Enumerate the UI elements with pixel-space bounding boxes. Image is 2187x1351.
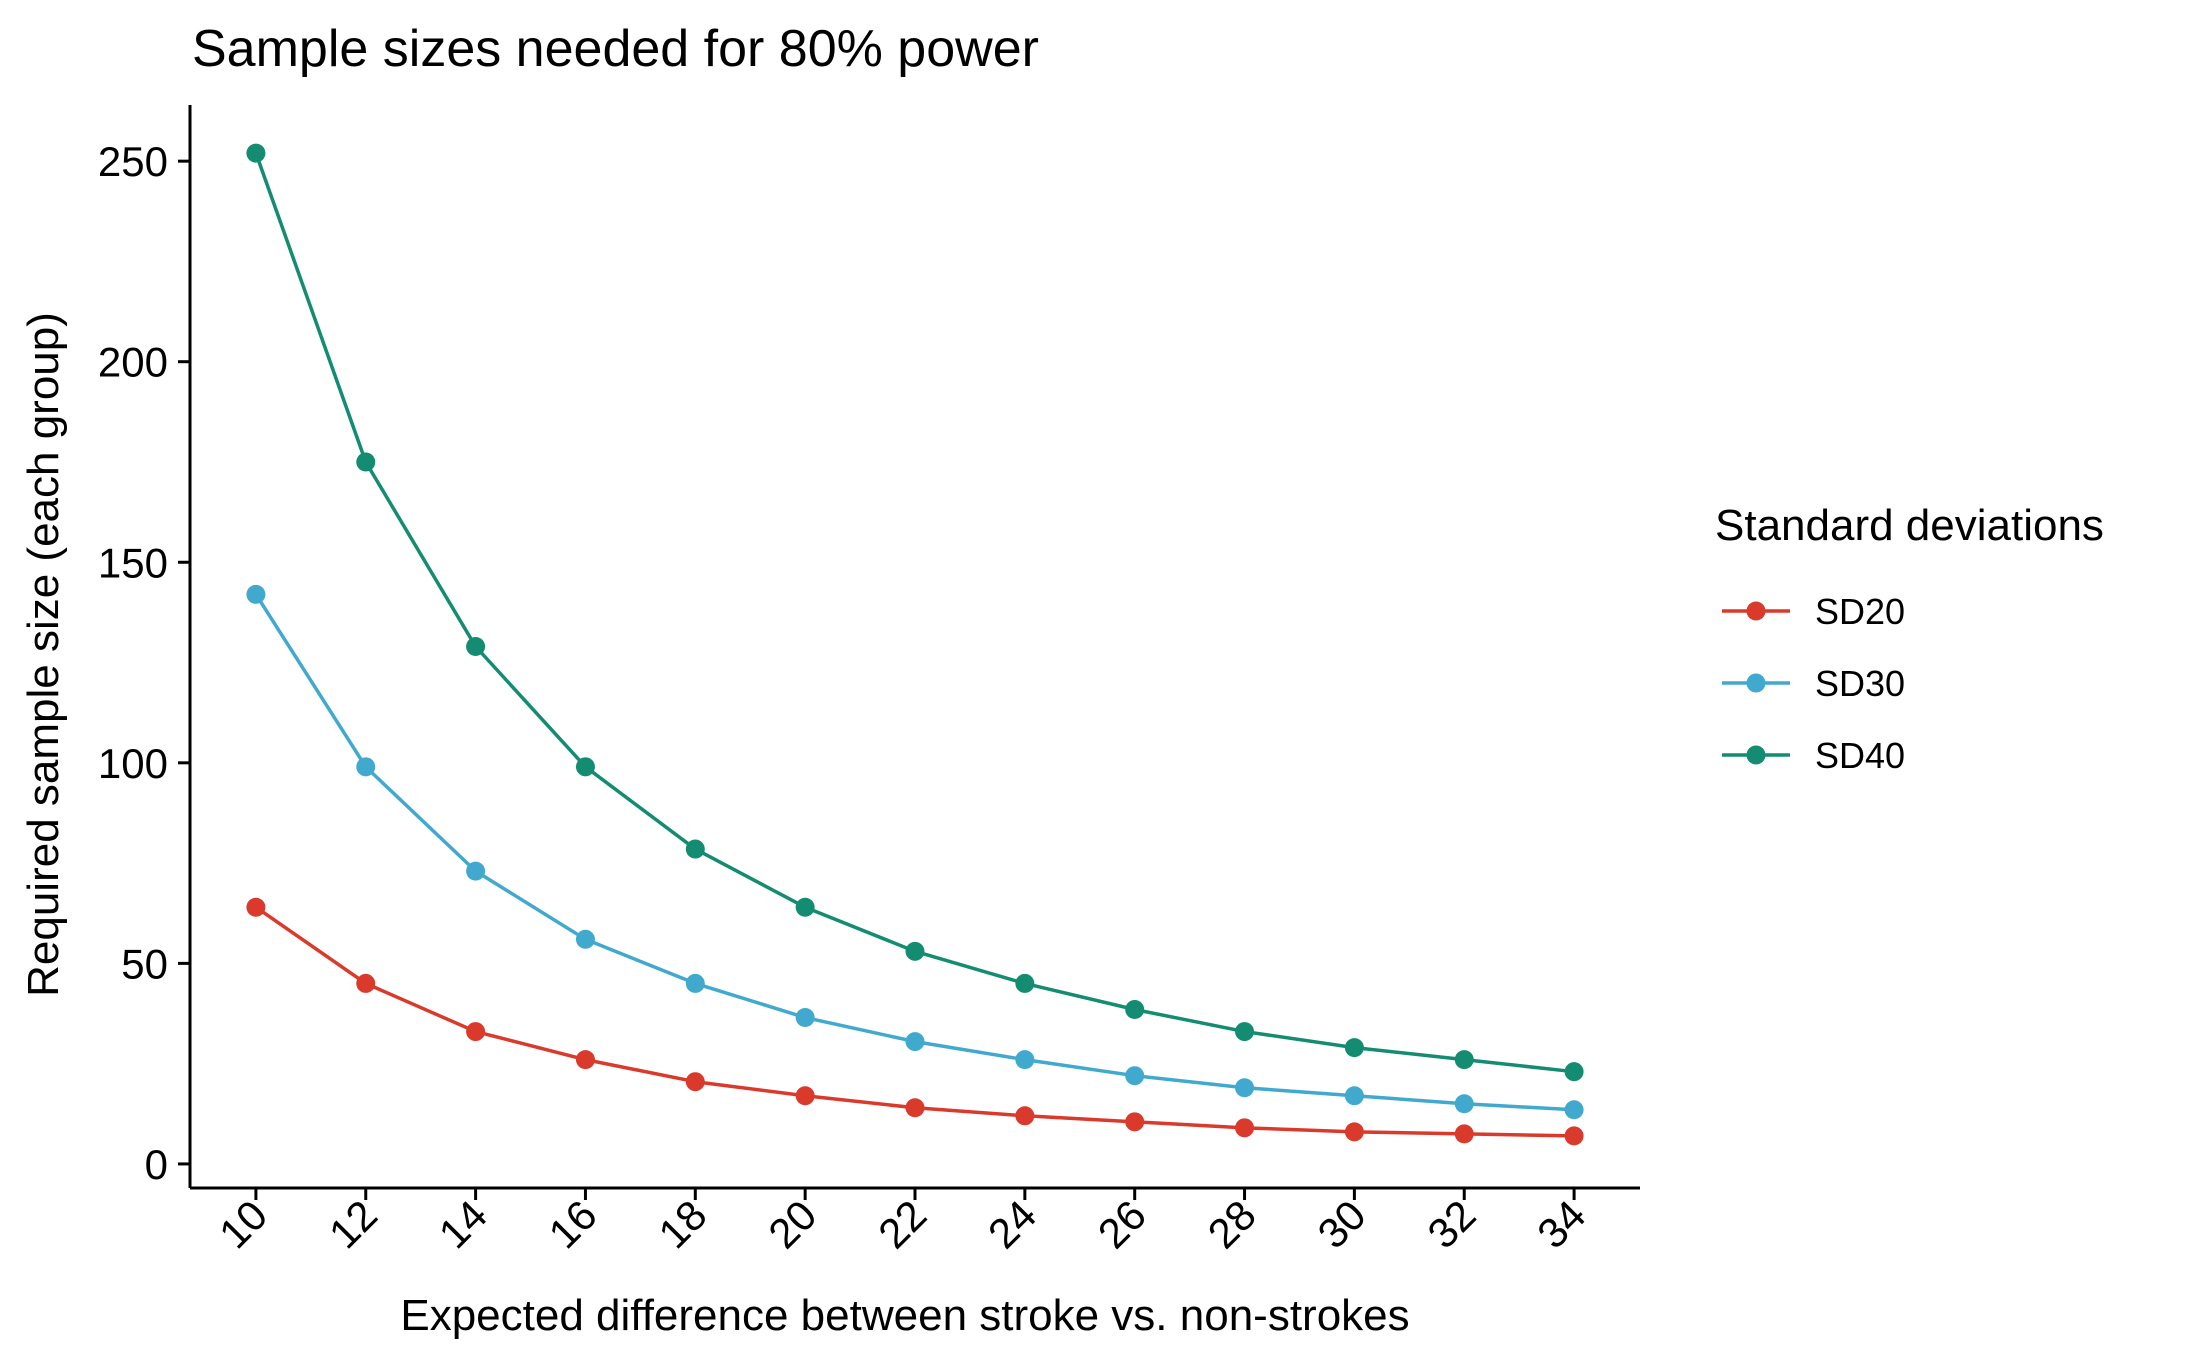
x-tick-label: 22 — [869, 1191, 935, 1257]
data-point-sd30 — [575, 929, 595, 949]
y-tick-label: 200 — [98, 339, 168, 386]
x-tick-label: 12 — [320, 1191, 386, 1257]
series-sd40 — [246, 143, 1584, 1082]
data-point-sd40 — [356, 452, 376, 472]
data-point-sd30 — [1454, 1094, 1474, 1114]
legend-label: SD20 — [1815, 591, 1905, 632]
y-tick-label: 150 — [98, 539, 168, 586]
x-tick-label: 18 — [649, 1191, 715, 1257]
data-point-sd20 — [1015, 1106, 1035, 1126]
y-tick-label: 100 — [98, 740, 168, 787]
y-tick-label: 50 — [121, 940, 168, 987]
data-point-sd30 — [466, 861, 486, 881]
data-point-sd40 — [246, 143, 266, 163]
x-tick-label: 10 — [210, 1191, 276, 1257]
legend-title: Standard deviations — [1715, 501, 2104, 550]
x-tick-label: 26 — [1089, 1191, 1155, 1257]
chart-title: Sample sizes needed for 80% power — [192, 20, 1039, 78]
x-tick-label: 32 — [1418, 1191, 1484, 1257]
series-sd30 — [246, 584, 1584, 1120]
data-point-sd20 — [246, 897, 266, 917]
plot-area — [246, 143, 1584, 1146]
series-line-sd40 — [254, 152, 1575, 1074]
x-tick-label: 34 — [1528, 1191, 1594, 1257]
data-point-sd30 — [356, 757, 376, 777]
data-point-sd30 — [1344, 1086, 1364, 1106]
data-point-sd30 — [1015, 1050, 1035, 1070]
x-axis: 10 12 14 16 18 20 22 24 26 28 30 32 34 — [210, 1188, 1594, 1257]
data-point-sd20 — [1344, 1122, 1364, 1142]
data-point-sd30 — [685, 973, 705, 993]
data-point-sd20 — [1564, 1126, 1584, 1146]
legend-swatch-point — [1746, 673, 1766, 693]
data-point-sd20 — [466, 1022, 486, 1042]
legend-item-sd20: SD20 — [1722, 591, 1905, 632]
data-point-sd30 — [795, 1008, 815, 1028]
data-point-sd40 — [685, 839, 705, 859]
y-tick-label: 0 — [145, 1141, 168, 1188]
data-point-sd40 — [1125, 1000, 1145, 1020]
legend-swatch-point — [1746, 601, 1766, 621]
data-point-sd20 — [795, 1086, 815, 1106]
data-point-sd20 — [685, 1072, 705, 1092]
y-tick-label: 250 — [98, 138, 168, 185]
data-point-sd20 — [905, 1098, 925, 1118]
data-point-sd20 — [575, 1050, 595, 1070]
data-point-sd40 — [795, 897, 815, 917]
data-point-sd40 — [905, 941, 925, 961]
x-tick-label: 14 — [430, 1191, 496, 1257]
data-point-sd40 — [1015, 973, 1035, 993]
data-point-sd40 — [575, 757, 595, 777]
data-point-sd40 — [466, 637, 486, 656]
x-tick-label: 24 — [979, 1191, 1045, 1257]
legend-item-sd30: SD30 — [1722, 663, 1905, 704]
x-tick-label: 30 — [1308, 1191, 1374, 1257]
legend: Standard deviations SD20 SD30 SD40 — [1715, 501, 2104, 776]
series-sd20 — [246, 897, 1584, 1146]
data-point-sd40 — [1235, 1022, 1255, 1042]
data-point-sd20 — [1125, 1112, 1145, 1132]
data-point-sd30 — [1235, 1078, 1255, 1098]
data-point-sd30 — [246, 584, 266, 604]
data-point-sd30 — [1125, 1066, 1145, 1086]
legend-swatch-point — [1746, 745, 1766, 765]
x-tick-label: 28 — [1199, 1191, 1265, 1257]
x-axis-title: Expected difference between stroke vs. n… — [400, 1291, 1409, 1340]
data-point-sd20 — [1454, 1124, 1474, 1144]
data-point-sd20 — [1235, 1118, 1255, 1138]
data-point-sd40 — [1454, 1050, 1474, 1070]
x-tick-label: 16 — [540, 1191, 606, 1257]
legend-label: SD40 — [1815, 735, 1905, 776]
y-axis-title: Required sample size (each group) — [19, 312, 68, 997]
data-point-sd40 — [1564, 1062, 1584, 1082]
x-tick-label: 20 — [759, 1191, 825, 1257]
data-point-sd30 — [905, 1032, 925, 1052]
data-point-sd40 — [1344, 1038, 1364, 1058]
data-point-sd20 — [356, 973, 376, 993]
y-axis: 0 50 100 150 200 250 — [98, 138, 190, 1188]
legend-item-sd40: SD40 — [1722, 735, 1905, 776]
data-point-sd30 — [1564, 1100, 1584, 1120]
legend-label: SD30 — [1815, 663, 1905, 704]
